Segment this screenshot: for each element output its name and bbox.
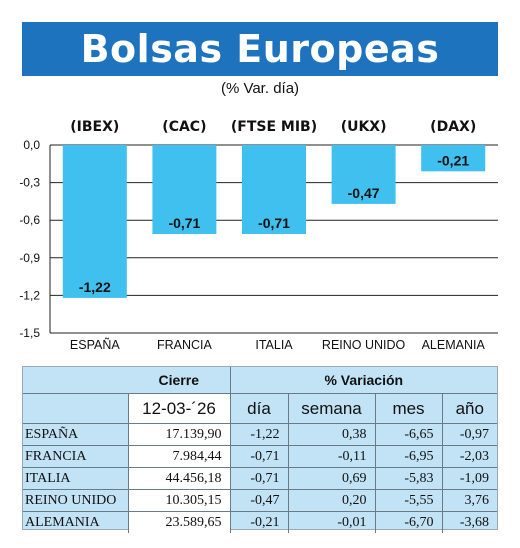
row-mes: -5,55 <box>374 489 442 512</box>
y-tick-label: 0,0 <box>23 138 40 152</box>
bar <box>242 145 306 234</box>
index-code-label: (UKX) <box>341 119 387 135</box>
row-cierre: 17.139,90 <box>127 423 230 446</box>
bar-value-label: -0,71 <box>168 215 200 231</box>
row-ano: -0,97 <box>441 423 498 446</box>
category-label: REINO UNIDO <box>322 338 406 352</box>
header-empty-2 <box>23 394 128 424</box>
bar <box>62 145 127 298</box>
header-mes: mes <box>374 393 442 424</box>
row-name: ITALIA <box>23 467 128 490</box>
title-banner: Bolsas Europeas <box>22 22 498 76</box>
table-header-row-2: 12-03-´26 día semana mes año <box>23 393 498 424</box>
bar <box>152 145 217 234</box>
category-label: ITALIA <box>255 338 293 352</box>
row-cierre: 7.984,44 <box>127 445 230 468</box>
row-name: ALEMANIA <box>23 511 128 533</box>
bar-value-label: -1,22 <box>79 279 111 295</box>
chart-subtitle: (% Var. día) <box>220 80 300 97</box>
table-header-row-1: Cierre % Variación <box>23 367 498 394</box>
bar <box>331 145 396 204</box>
bar-chart: 0,0 -0,3 -0,6 -0,9 -1,2 -1,5 -1,22 (IBEX) ESPAÑA… <box>19 119 498 352</box>
row-dia: -0,21 <box>229 511 288 533</box>
category-label: ESPAÑA <box>70 338 120 352</box>
data-table: Cierre % Variación 12-03-´26 día semana … <box>22 366 498 533</box>
row-mes: -5,83 <box>374 467 442 490</box>
index-code-label: (FTSE MIB) <box>231 119 317 135</box>
row-name: FRANCIA <box>23 445 128 468</box>
table-row: ALEMANIA 23.589,65 -0,21 -0,01 -6,70 -3,… <box>23 511 498 533</box>
row-cierre: 23.589,65 <box>127 511 230 533</box>
index-code-label: (CAC) <box>162 119 206 135</box>
row-mes: -6,65 <box>374 423 442 446</box>
table-row: FRANCIA 7.984,44 -0,71 -0,11 -6,95 -2,03 <box>23 445 498 468</box>
index-code-label: (IBEX) <box>70 119 119 135</box>
header-empty <box>23 367 128 394</box>
table-row: ITALIA 44.456,18 -0,71 0,69 -5,83 -1,09 <box>23 467 498 490</box>
row-semana: 0,69 <box>287 467 375 490</box>
row-cierre: 10.305,15 <box>127 489 230 512</box>
bar-value-label: -0,21 <box>437 152 469 168</box>
table-row: ESPAÑA 17.139,90 -1,22 0,38 -6,65 -0,97 <box>23 423 498 446</box>
row-dia: -0,71 <box>229 445 288 468</box>
row-semana: 0,20 <box>287 489 375 512</box>
row-ano: -2,03 <box>441 445 498 468</box>
header-dia: día <box>229 393 288 424</box>
row-semana: -0,11 <box>287 445 375 468</box>
header-semana: semana <box>287 393 375 424</box>
header-date: 12-03-´26 <box>127 393 230 424</box>
row-name: ESPAÑA <box>23 423 128 446</box>
row-semana: -0,01 <box>287 511 375 533</box>
row-ano: -1,09 <box>441 467 498 490</box>
bar <box>421 145 486 172</box>
header-cierre: Cierre <box>158 372 199 388</box>
y-tick-label: -1,2 <box>19 288 40 302</box>
y-tick-label: -0,6 <box>19 213 40 227</box>
row-dia: -1,22 <box>229 423 288 446</box>
header-ano: año <box>441 393 498 424</box>
row-dia: -0,71 <box>229 467 288 490</box>
row-dia: -0,47 <box>229 489 288 512</box>
index-code-label: (DAX) <box>430 119 476 135</box>
row-ano: 3,76 <box>441 489 498 512</box>
row-mes: -6,70 <box>374 511 442 533</box>
y-tick-label: -1,5 <box>19 326 40 340</box>
category-label: FRANCIA <box>157 338 213 352</box>
row-mes: -6,95 <box>374 445 442 468</box>
y-tick-label: -0,9 <box>19 251 40 265</box>
row-name: REINO UNIDO <box>23 489 128 512</box>
header-variacion: % Variación <box>229 367 498 394</box>
bar-value-label: -0,47 <box>348 185 380 201</box>
row-cierre: 44.456,18 <box>127 467 230 490</box>
row-ano: -3,68 <box>441 511 498 533</box>
bar-value-label: -0,71 <box>258 215 290 231</box>
row-semana: 0,38 <box>287 423 375 446</box>
category-label: ALEMANIA <box>422 338 486 352</box>
y-tick-label: -0,3 <box>19 176 40 190</box>
table-row: REINO UNIDO 10.305,15 -0,47 0,20 -5,55 3… <box>23 489 498 512</box>
chart-title: Bolsas Europeas <box>80 27 440 71</box>
